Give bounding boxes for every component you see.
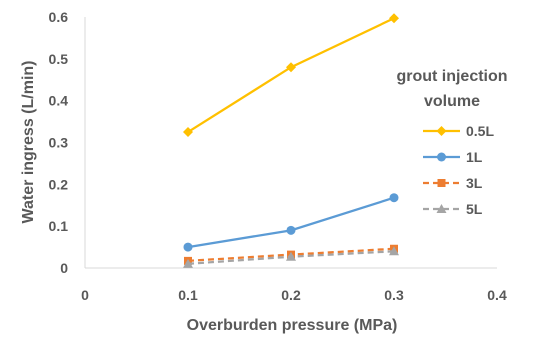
legend-title-line1: grout injection <box>396 68 507 85</box>
data-point <box>389 246 399 256</box>
legend-marker <box>436 126 447 136</box>
legend-items: 0.5L 1L 3L 5L <box>423 123 494 217</box>
legend-item: 0.5L <box>423 123 494 139</box>
legend: grout injection volume 0.5L 1L 3L 5L <box>396 68 507 217</box>
legend-marker <box>437 179 446 187</box>
legend-item: 3L <box>423 175 483 191</box>
legend-marker <box>436 204 447 213</box>
x-tick-label: 0.1 <box>178 287 198 303</box>
data-point <box>183 242 193 252</box>
legend-label: 1L <box>466 149 483 165</box>
series-line <box>187 17 395 133</box>
x-tick-label: 0.4 <box>487 287 507 303</box>
legend-title-line2: volume <box>424 93 480 110</box>
data-point <box>286 62 296 73</box>
series-line <box>187 196 395 249</box>
legend-item: 5L <box>423 201 483 217</box>
x-tick-labels: 0 0.1 0.2 0.3 0.4 <box>81 287 507 303</box>
y-tick-label: 0.2 <box>49 176 69 192</box>
data-point <box>389 193 399 203</box>
data-point <box>183 258 193 268</box>
data-point <box>286 251 296 261</box>
y-tick-label: 0.1 <box>49 218 69 234</box>
legend-label: 0.5L <box>466 123 494 139</box>
legend-label: 5L <box>466 201 483 217</box>
y-tick-label: 0 <box>60 260 68 276</box>
y-tick-labels: 0 0.1 0.2 0.3 0.4 0.5 0.6 <box>49 9 69 276</box>
x-axis-label: Overburden pressure (MPa) <box>187 317 398 334</box>
data-point <box>183 127 193 138</box>
series-group <box>183 13 399 268</box>
series-5l <box>183 246 399 268</box>
y-axis-label: Water ingress (L/min) <box>20 61 37 224</box>
series-0-5l <box>183 13 399 138</box>
axes <box>84 17 497 269</box>
y-tick-label: 0.3 <box>49 135 69 151</box>
data-point <box>389 13 399 24</box>
x-tick-label: 0 <box>81 287 89 303</box>
y-tick-label: 0.5 <box>49 51 69 67</box>
y-tick-label: 0.4 <box>49 93 69 109</box>
data-point <box>286 225 296 235</box>
legend-label: 3L <box>466 175 483 191</box>
series-1l <box>183 193 399 252</box>
legend-marker <box>437 152 446 162</box>
x-tick-label: 0.3 <box>384 287 404 303</box>
legend-item: 1L <box>423 149 483 165</box>
x-tick-label: 0.2 <box>281 287 301 303</box>
y-tick-label: 0.6 <box>49 9 69 25</box>
